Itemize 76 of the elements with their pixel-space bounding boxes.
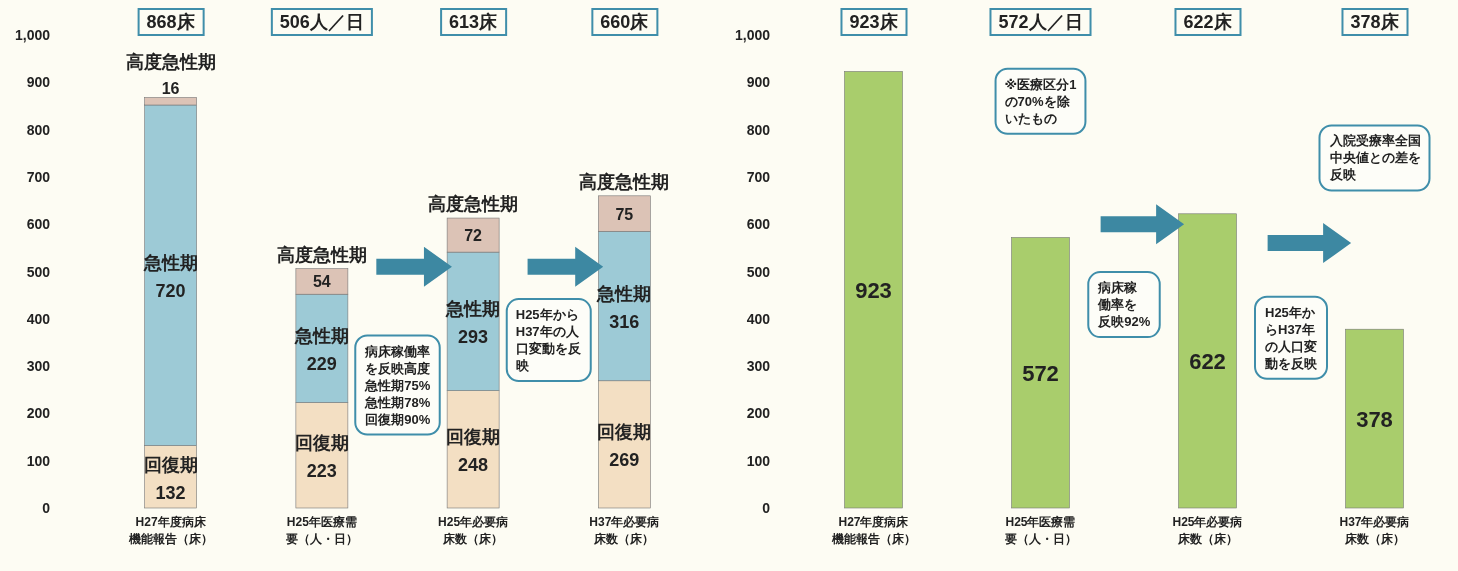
series-label: 高度急性期: [276, 244, 367, 265]
annotation: 入院受療率全国中央値との差を反映: [1328, 133, 1421, 183]
bar: [844, 71, 903, 509]
y-tick-label: 300: [746, 358, 771, 375]
text: 622床: [1183, 12, 1233, 32]
data-label: 248: [458, 455, 489, 476]
bar: [1178, 213, 1237, 509]
y-tick-label: 1,000: [734, 27, 771, 43]
bar: [1011, 237, 1070, 509]
text: 660床: [600, 12, 650, 32]
data-label: 132: [155, 482, 186, 503]
y-tick-label: 100: [26, 452, 51, 469]
y-tick-label: 600: [26, 216, 51, 233]
text: 378床: [1350, 12, 1400, 32]
y-tick-label: 900: [746, 74, 771, 91]
annotation: H25年からH37年の人口変動を反映: [515, 307, 582, 374]
data-label: 622: [1189, 348, 1226, 374]
data-label: 75: [615, 205, 634, 223]
text: 回復期: [446, 427, 501, 448]
y-tick-label: 200: [26, 405, 51, 422]
data-label: 316: [609, 312, 640, 333]
y-tick-label: 400: [26, 310, 51, 327]
data-label: 378: [1356, 406, 1393, 432]
annotation: H25年からH37年の人口変動を反映: [1264, 304, 1318, 371]
text: 急性期: [446, 299, 501, 320]
text: 高度急性期: [428, 194, 519, 215]
data-label: 54: [312, 273, 331, 291]
y-tick-label: 500: [746, 263, 771, 280]
y-tick-label: 900: [26, 74, 51, 91]
x-tick-label: H25年必要病床数（床）: [438, 515, 509, 546]
x-tick-label: H25年必要病床数（床）: [1172, 515, 1243, 546]
y-tick-label: 700: [26, 168, 51, 185]
x-tick-label: H37年必要病床数（床）: [1339, 515, 1410, 546]
y-tick-label: 300: [26, 358, 51, 375]
y-tick-label: 1,000: [14, 27, 51, 43]
text: 高度急性期: [579, 171, 670, 192]
data-label: 223: [306, 461, 337, 482]
data-label: 923: [855, 277, 892, 303]
text: 急性期: [294, 326, 349, 347]
data-label: 269: [609, 450, 640, 471]
y-tick-label: 100: [746, 452, 771, 469]
data-label: 16: [161, 80, 180, 98]
data-label: 572: [1022, 360, 1059, 386]
text: 613床: [449, 12, 499, 32]
y-tick-label: 800: [746, 121, 771, 138]
text: 506人／日: [279, 12, 364, 32]
y-tick-label: 500: [26, 263, 51, 280]
series-label: 回復期: [143, 454, 198, 475]
y-tick-label: 0: [42, 500, 51, 516]
text: 高度急性期: [125, 52, 216, 73]
text: 回復期: [597, 422, 652, 443]
x-tick-label: H25年医療需要（人・日）: [1003, 515, 1077, 546]
annotation: ※医療区分1の70%を除いたもの: [1004, 76, 1077, 126]
data-label: 720: [155, 281, 186, 302]
x-tick-label: H27年度病床機能報告（床）: [127, 515, 213, 546]
annotation: 病床稼働率を反映高度急性期75%急性期78%回復期90%: [364, 343, 431, 427]
y-tick-label: 600: [746, 216, 771, 233]
series-label: 急性期: [142, 253, 198, 274]
text: 923床: [849, 12, 899, 32]
x-tick-label: H25年医療需要（人・日）: [284, 515, 358, 546]
text: 572人／日: [998, 12, 1083, 32]
y-tick-label: 200: [746, 405, 771, 422]
text: 急性期: [597, 284, 652, 305]
y-tick-label: 400: [746, 310, 771, 327]
y-tick-label: 0: [762, 500, 771, 516]
x-tick-label: H27年度病床機能報告（床）: [830, 515, 916, 546]
text: 回復期: [294, 433, 349, 454]
data-label: 72: [464, 227, 483, 245]
annotation: 病床稼働率を反映92%: [1097, 280, 1151, 330]
x-tick-label: H37年必要病床数（床）: [589, 515, 660, 546]
data-label: 293: [458, 327, 489, 348]
bar: [1345, 328, 1404, 509]
text: 868床: [146, 12, 196, 32]
y-tick-label: 700: [746, 168, 771, 185]
y-tick-label: 800: [26, 121, 51, 138]
data-label: 229: [306, 354, 337, 375]
